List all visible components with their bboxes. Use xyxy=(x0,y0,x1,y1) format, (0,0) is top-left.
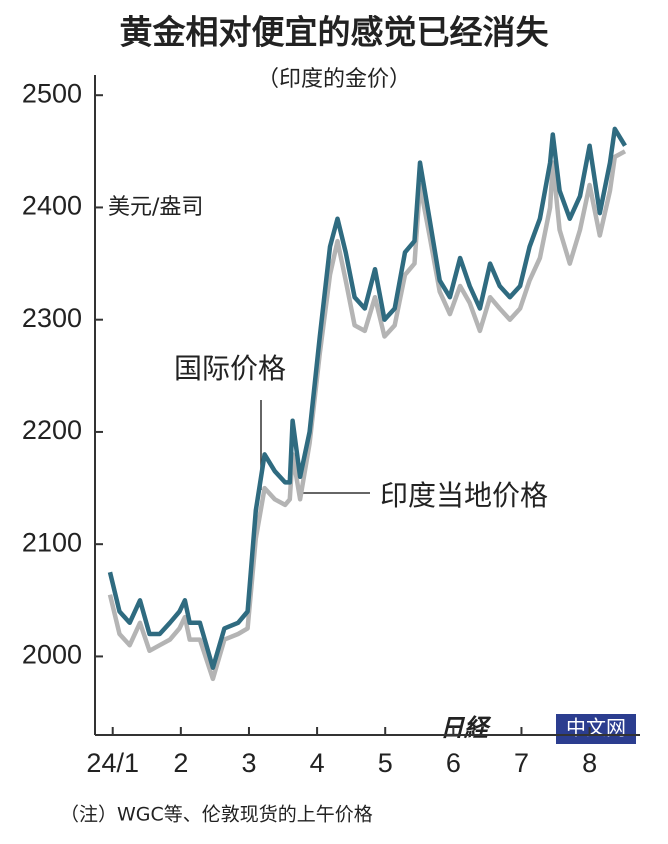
chart-title: 黄金相对便宜的感觉已经消失 xyxy=(120,13,550,52)
x-tick-label: 7 xyxy=(514,748,529,778)
x-tick-label: 5 xyxy=(378,748,393,778)
series-label: 国际价格 xyxy=(174,352,286,385)
series-line xyxy=(107,126,627,670)
y-tick-label: 2400 xyxy=(22,191,82,221)
logo-box xyxy=(556,714,636,744)
logo-mark: 日経 xyxy=(440,714,492,742)
y-tick-label: 2300 xyxy=(22,303,82,333)
series-label: 印度当地价格 xyxy=(380,479,548,512)
y-tick-label: 2500 xyxy=(22,78,82,108)
x-tick-label: 3 xyxy=(241,748,256,778)
chart-subtitle: （印度的金价） xyxy=(257,67,411,92)
series-line xyxy=(107,149,627,682)
x-tick-label: 2 xyxy=(173,748,188,778)
note: （注）WGC等、伦敦现货的上午价格 xyxy=(60,804,373,826)
x-tick-label: 8 xyxy=(582,748,597,778)
y-unit: 美元/盎司 xyxy=(108,195,203,220)
x-tick-label: 4 xyxy=(310,748,325,778)
x-tick-label: 6 xyxy=(446,748,461,778)
y-tick-label: 2200 xyxy=(22,415,82,445)
x-tick-label: 24/1 xyxy=(86,748,139,778)
y-tick-label: 2000 xyxy=(22,640,82,670)
y-tick-label: 2100 xyxy=(22,527,82,557)
